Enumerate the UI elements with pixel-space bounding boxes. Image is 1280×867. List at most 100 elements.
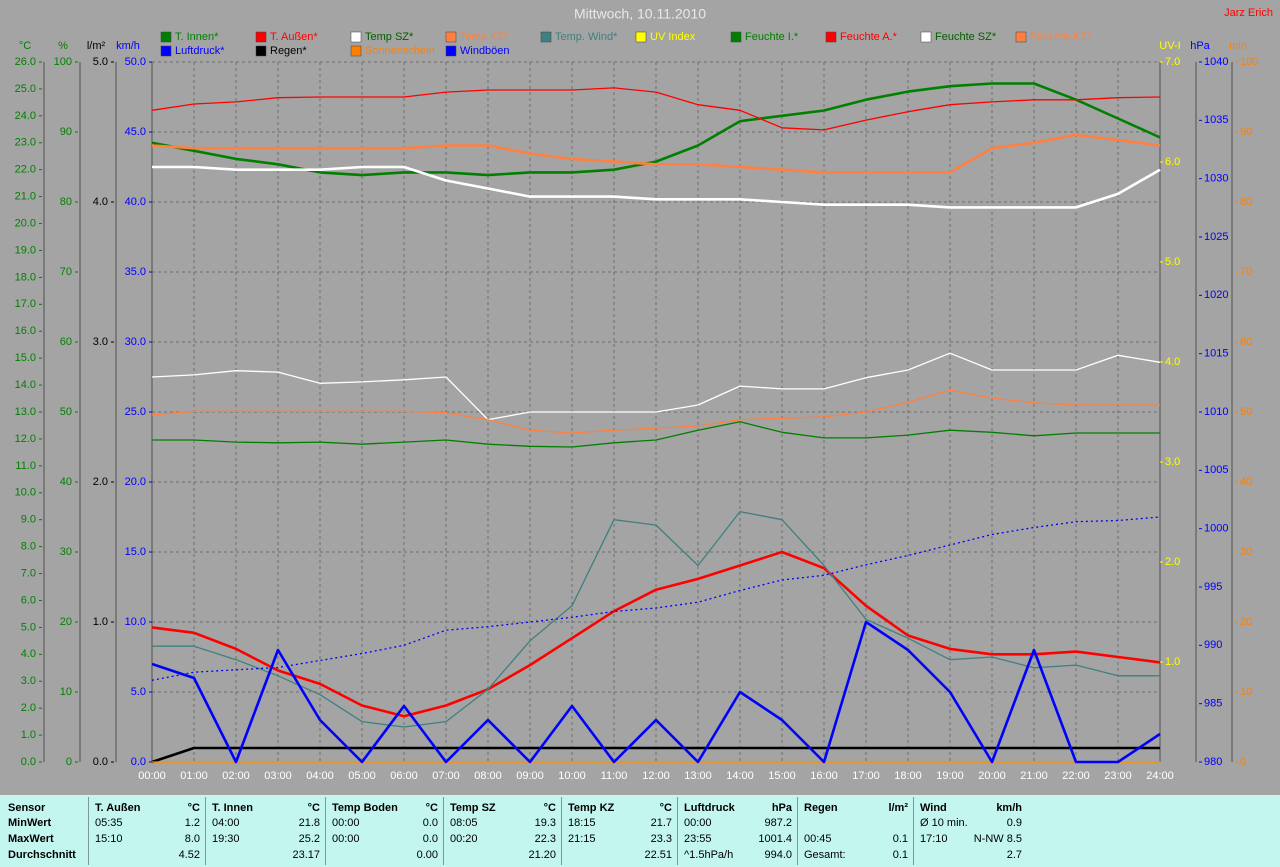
cell-time: 21:15: [568, 833, 596, 845]
y-tick-label: 7.0: [21, 567, 36, 579]
y-tick-label: 9.0: [21, 514, 36, 526]
series-line: [151, 352, 1161, 421]
cell-time: 18:15: [568, 817, 596, 829]
y-tick-label: 0: [66, 756, 72, 768]
x-tick-label: 00:00: [138, 770, 166, 782]
cell-time: Gesamt:: [804, 849, 846, 861]
cell-value: 25.2: [298, 833, 320, 845]
y-tick-label: 10.0: [15, 487, 36, 499]
y-tick-label: 0.0: [93, 756, 108, 768]
y-tick-label: 30.0: [125, 336, 146, 348]
column-unit: °C: [307, 802, 320, 814]
axis-unit: °C: [19, 40, 31, 52]
y-tick-label: 2.0: [21, 702, 36, 714]
cell-value: 0.0: [422, 817, 438, 829]
y-tick-label: 40: [60, 476, 72, 488]
y-tick-label: 24.0: [15, 110, 36, 122]
column-name: Temp Boden: [332, 802, 398, 814]
legend-swatch: [160, 31, 172, 43]
y-tick-label: 1015: [1204, 348, 1228, 360]
legend-swatch: [540, 31, 552, 43]
axis-unit: hPa: [1190, 40, 1210, 52]
legend-label: Temp. Wind*: [555, 31, 618, 43]
y-tick-label: 30: [60, 546, 72, 558]
cell-time: 19:30: [212, 833, 240, 845]
x-tick-label: 24:00: [1146, 770, 1174, 782]
y-tick-label: 3.0: [1165, 456, 1180, 468]
column-separator: [677, 797, 678, 865]
x-tick-label: 06:00: [390, 770, 418, 782]
x-tick-label: 22:00: [1062, 770, 1090, 782]
y-tick-label: 18.0: [15, 271, 36, 283]
legend-label: Windböen: [460, 45, 510, 57]
legend-label: Feuchte I.*: [745, 31, 799, 43]
y-tick-label: 26.0: [15, 56, 36, 68]
series-line: [151, 746, 1160, 764]
column-separator: [797, 797, 798, 865]
y-tick-label: 4.0: [93, 196, 108, 208]
y-tick-label: 35.0: [125, 266, 146, 278]
column-name: Regen: [804, 802, 838, 814]
legend-swatch: [445, 31, 457, 43]
y-tick-label: 14.0: [15, 379, 36, 391]
y-tick-label: 15.0: [15, 352, 36, 364]
cell-time: 00:20: [450, 833, 478, 845]
x-tick-label: 05:00: [348, 770, 376, 782]
series-line: [151, 133, 1161, 174]
y-tick-label: 1035: [1204, 114, 1228, 126]
stats-table: Sensor MinWert MaxWert Durchschnitt T. Außen…: [0, 795, 1280, 867]
y-tick-label: 60: [1240, 336, 1252, 348]
y-tick-label: 19.0: [15, 244, 36, 256]
y-tick-label: 2.0: [93, 476, 108, 488]
chart: Mittwoch, 10.11.2010 Jarz Erich °C 0.0 1.0…: [15, 6, 1273, 782]
legend-swatch: [1015, 31, 1027, 43]
column-name: T. Außen: [95, 802, 141, 814]
y-tick-label: 8.0: [21, 541, 36, 553]
y-tick-label: 6.0: [21, 594, 36, 606]
series-line: [151, 82, 1161, 177]
y-tick-label: 3.0: [21, 675, 36, 687]
y-tick-label: 0: [1240, 756, 1246, 768]
x-tick-label: 12:00: [642, 770, 670, 782]
y-tick-label: 17.0: [15, 298, 36, 310]
x-tick-label: 20:00: [978, 770, 1006, 782]
y-tick-label: 2.0: [1165, 556, 1180, 568]
x-tick-label: 19:00: [936, 770, 964, 782]
x-tick-label: 16:00: [810, 770, 838, 782]
y-tick-label: 25.0: [125, 406, 146, 418]
x-tick-label: 18:00: [894, 770, 922, 782]
y-tick-label: 12.0: [15, 433, 36, 445]
cell-value: 19.3: [534, 817, 556, 829]
x-tick-label: 13:00: [684, 770, 712, 782]
x-tick-label: 10:00: [558, 770, 586, 782]
y-tick-label: 70: [60, 266, 72, 278]
legend-swatch: [350, 45, 362, 57]
y-tick-label: 1030: [1204, 173, 1228, 185]
column-name: T. Innen: [212, 802, 253, 814]
cell-value: 0.00: [416, 849, 438, 861]
cell-value: 21.8: [298, 817, 320, 829]
y-tick-label: 70: [1240, 266, 1252, 278]
cell-value: 22.3: [534, 833, 556, 845]
y-tick-label: 6.0: [1165, 156, 1180, 168]
cell-time: 00:00: [332, 817, 360, 829]
legend-swatch: [255, 45, 267, 57]
y-tick-label: 10: [1240, 686, 1252, 698]
y-tick-label: 40: [1240, 476, 1252, 488]
y-tick-label: 990: [1204, 639, 1222, 651]
cell-value: 23.3: [650, 833, 672, 845]
series-line: [151, 87, 1161, 131]
x-tick-label: 08:00: [474, 770, 502, 782]
column-name: Luftdruck: [684, 802, 735, 814]
y-tick-label: 100: [1240, 56, 1258, 68]
series-line: [151, 620, 1161, 764]
legend-swatch: [160, 45, 172, 57]
y-tick-label: 50: [60, 406, 72, 418]
y-tick-label: 5.0: [21, 621, 36, 633]
column-unit: km/h: [996, 802, 1022, 814]
column-separator: [443, 797, 444, 865]
column-separator: [325, 797, 326, 865]
x-tick-label: 09:00: [516, 770, 544, 782]
x-tick-label: 03:00: [264, 770, 292, 782]
